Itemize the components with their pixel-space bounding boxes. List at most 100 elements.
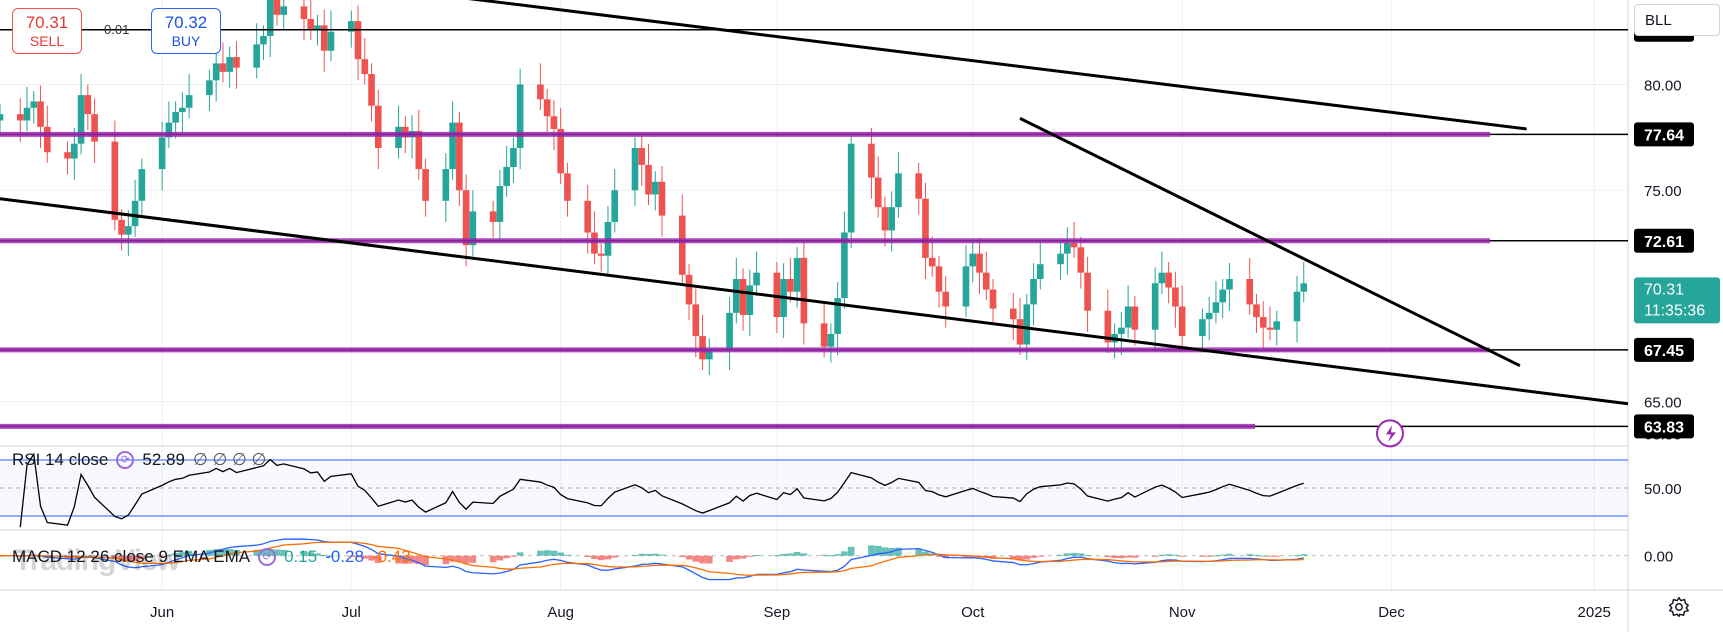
macd-legend[interactable]: MACD 12 26 close 9 EMA EMA ⟳ 0.15 -0.28 … <box>12 547 411 567</box>
macd-histogram-bar <box>273 549 281 556</box>
candle-body <box>1118 327 1125 334</box>
rsi-pane: 50.00 <box>0 452 1682 528</box>
rsi-legend[interactable]: RSI 14 close ⟳ 52.89 ∅ ∅ ∅ ∅ <box>12 450 266 470</box>
candle-body <box>787 279 794 292</box>
candle-body <box>1219 289 1226 303</box>
macd-histogram-bar <box>219 549 227 556</box>
candle-body <box>611 190 619 222</box>
macd-histogram-bar <box>746 555 754 557</box>
candle-body <box>1199 319 1206 337</box>
candle-body <box>395 126 402 148</box>
macd-histogram-bar <box>320 555 328 557</box>
macd-histogram-bar <box>895 547 902 556</box>
macd-histogram-bar <box>510 555 517 557</box>
candle-body <box>300 6 308 20</box>
macd-histogram-bar <box>800 553 808 556</box>
buy-button[interactable]: 70.32 BUY <box>151 8 221 54</box>
macd-histogram-bar <box>543 550 551 556</box>
candle-body <box>118 219 125 235</box>
macd-histogram-bar <box>591 555 598 560</box>
macd-histogram-bar <box>374 555 382 563</box>
candle-body <box>158 137 166 170</box>
level-tag-bg <box>1634 337 1694 362</box>
level-tag-bg <box>1634 414 1694 439</box>
candle-body <box>422 169 429 201</box>
macd-histogram-bar <box>212 549 220 556</box>
macd-histogram-bar <box>415 555 423 565</box>
candle-body <box>834 298 841 334</box>
signal-value: -0.28 <box>325 547 364 566</box>
candle-body <box>928 257 936 267</box>
macd-histogram-bar <box>834 554 841 556</box>
macd-histogram-bar <box>651 553 659 556</box>
trendlines <box>0 0 1629 406</box>
candle-body <box>1212 302 1220 313</box>
candle-body <box>496 186 504 222</box>
candle-body <box>1151 283 1159 330</box>
macd-histogram-bar <box>1165 554 1172 556</box>
refresh-icon[interactable]: ⟳ <box>258 548 277 566</box>
candle-body <box>915 173 923 199</box>
candle-body <box>320 25 328 51</box>
macd-histogram-bar <box>1009 555 1017 560</box>
candle-body <box>895 173 902 208</box>
macd-histogram-bar <box>1246 554 1254 556</box>
horizontal-levels <box>0 29 1628 429</box>
macd-histogram-bar <box>165 554 173 556</box>
candle-body <box>678 215 686 275</box>
macd-histogram-bar <box>692 555 700 562</box>
time-axis-label: 2025 <box>1578 604 1611 621</box>
rsi-axis-label: 50.00 <box>1644 481 1682 498</box>
lightning-alert-icon[interactable] <box>1376 419 1404 448</box>
candle-body <box>982 272 990 290</box>
refresh-icon[interactable]: ⟳ <box>116 451 135 469</box>
macd-histogram-bar <box>111 555 119 560</box>
rsi-title: RSI 14 close <box>12 450 109 469</box>
level-tag-bg <box>1634 122 1694 147</box>
candle-body <box>253 44 261 68</box>
macd-axis-label: 0.00 <box>1644 549 1673 566</box>
macd-title: MACD 12 26 close 9 EMA EMA <box>12 547 251 566</box>
candle-body <box>739 279 747 315</box>
candle-body <box>645 164 652 195</box>
candle-body <box>219 63 227 72</box>
macd-histogram-bar <box>868 545 875 556</box>
sell-button[interactable]: 70.31 SELL <box>12 8 82 54</box>
candle-body <box>1064 243 1071 254</box>
macd-histogram-bar <box>1030 555 1037 558</box>
macd-histogram-bar <box>1253 554 1260 556</box>
macd-histogram-bar <box>753 554 760 556</box>
macd-histogram-bar <box>705 555 713 564</box>
macd-histogram-bar <box>226 549 233 556</box>
macd-histogram-bar <box>1259 555 1267 557</box>
symbol-label[interactable]: BLL <box>1634 4 1720 36</box>
macd-line <box>0 538 1304 581</box>
trendline <box>1019 117 1521 368</box>
macd-pane: 0.00 <box>0 538 1673 581</box>
candle-body <box>1300 283 1308 292</box>
price-axis: 80.0075.0065.0063.5082.5977.6472.6167.45… <box>1634 17 1720 443</box>
candle-body <box>543 99 551 117</box>
candle-body <box>354 21 362 60</box>
price-axis-label: 80.00 <box>1644 78 1682 95</box>
candle-body <box>1293 291 1301 322</box>
gear-icon[interactable] <box>1668 596 1690 618</box>
macd-histogram-bar <box>77 555 85 557</box>
macd-histogram-bar <box>739 555 747 559</box>
candle-body <box>881 207 889 231</box>
macd-histogram-bar <box>611 555 619 558</box>
candle-body <box>976 253 983 273</box>
candle-body <box>212 63 220 81</box>
macd-histogram-bar <box>935 555 943 557</box>
macd-histogram-bar <box>456 555 463 562</box>
candle-body <box>125 226 132 235</box>
candle-body <box>969 253 977 267</box>
candle-body <box>564 173 571 201</box>
candle-body <box>449 122 456 170</box>
macd-histogram-bar <box>422 555 429 566</box>
candle-body <box>638 147 646 165</box>
macd-histogram-bar <box>1070 552 1078 556</box>
candle-body <box>692 304 700 337</box>
